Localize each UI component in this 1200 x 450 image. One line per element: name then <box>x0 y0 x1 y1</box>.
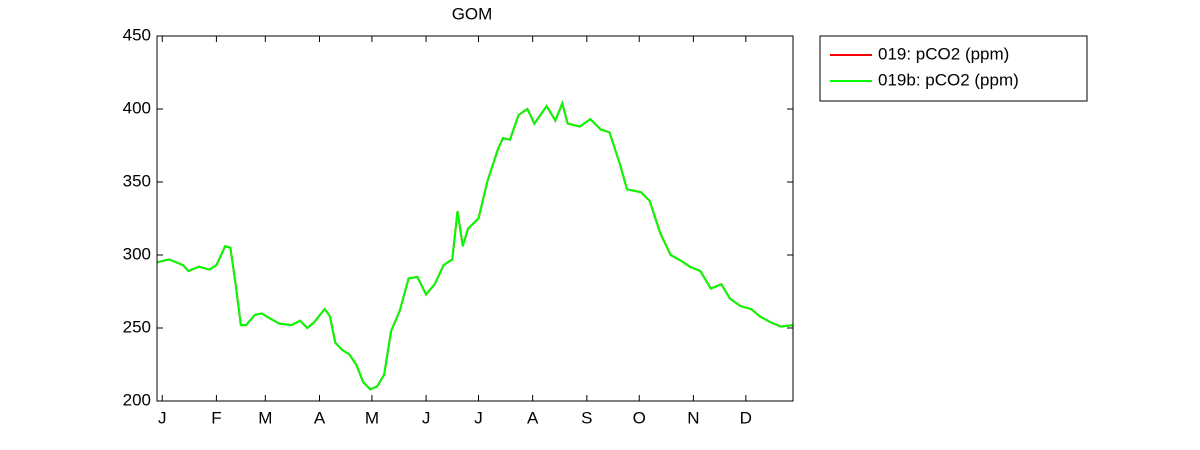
x-tick-label: F <box>211 408 221 427</box>
y-tick-label: 350 <box>123 171 151 190</box>
x-tick-label: D <box>740 408 752 427</box>
x-tick-label: A <box>527 408 539 427</box>
x-tick-label: M <box>258 408 272 427</box>
plot-area <box>157 36 793 401</box>
x-tick-label: J <box>422 408 431 427</box>
legend-label: 019: pCO2 (ppm) <box>878 44 1009 63</box>
legend-label: 019b: pCO2 (ppm) <box>878 70 1019 89</box>
y-tick-label: 200 <box>123 390 151 409</box>
x-tick-label: N <box>687 408 699 427</box>
x-tick-label: S <box>581 408 592 427</box>
y-tick-label: 300 <box>123 244 151 263</box>
data-line <box>156 99 794 391</box>
x-tick-label: O <box>633 408 646 427</box>
y-tick-label: 250 <box>123 317 151 336</box>
axes-box <box>156 35 794 402</box>
chart-title: GOM <box>452 4 493 23</box>
x-tick-label: J <box>158 408 167 427</box>
y-tick-label: 450 <box>123 25 151 44</box>
x-tick-label: M <box>365 408 379 427</box>
x-tick-label: A <box>314 408 326 427</box>
x-tick-label: J <box>474 408 483 427</box>
y-tick-label: 400 <box>123 98 151 117</box>
legend-box <box>819 35 1088 102</box>
